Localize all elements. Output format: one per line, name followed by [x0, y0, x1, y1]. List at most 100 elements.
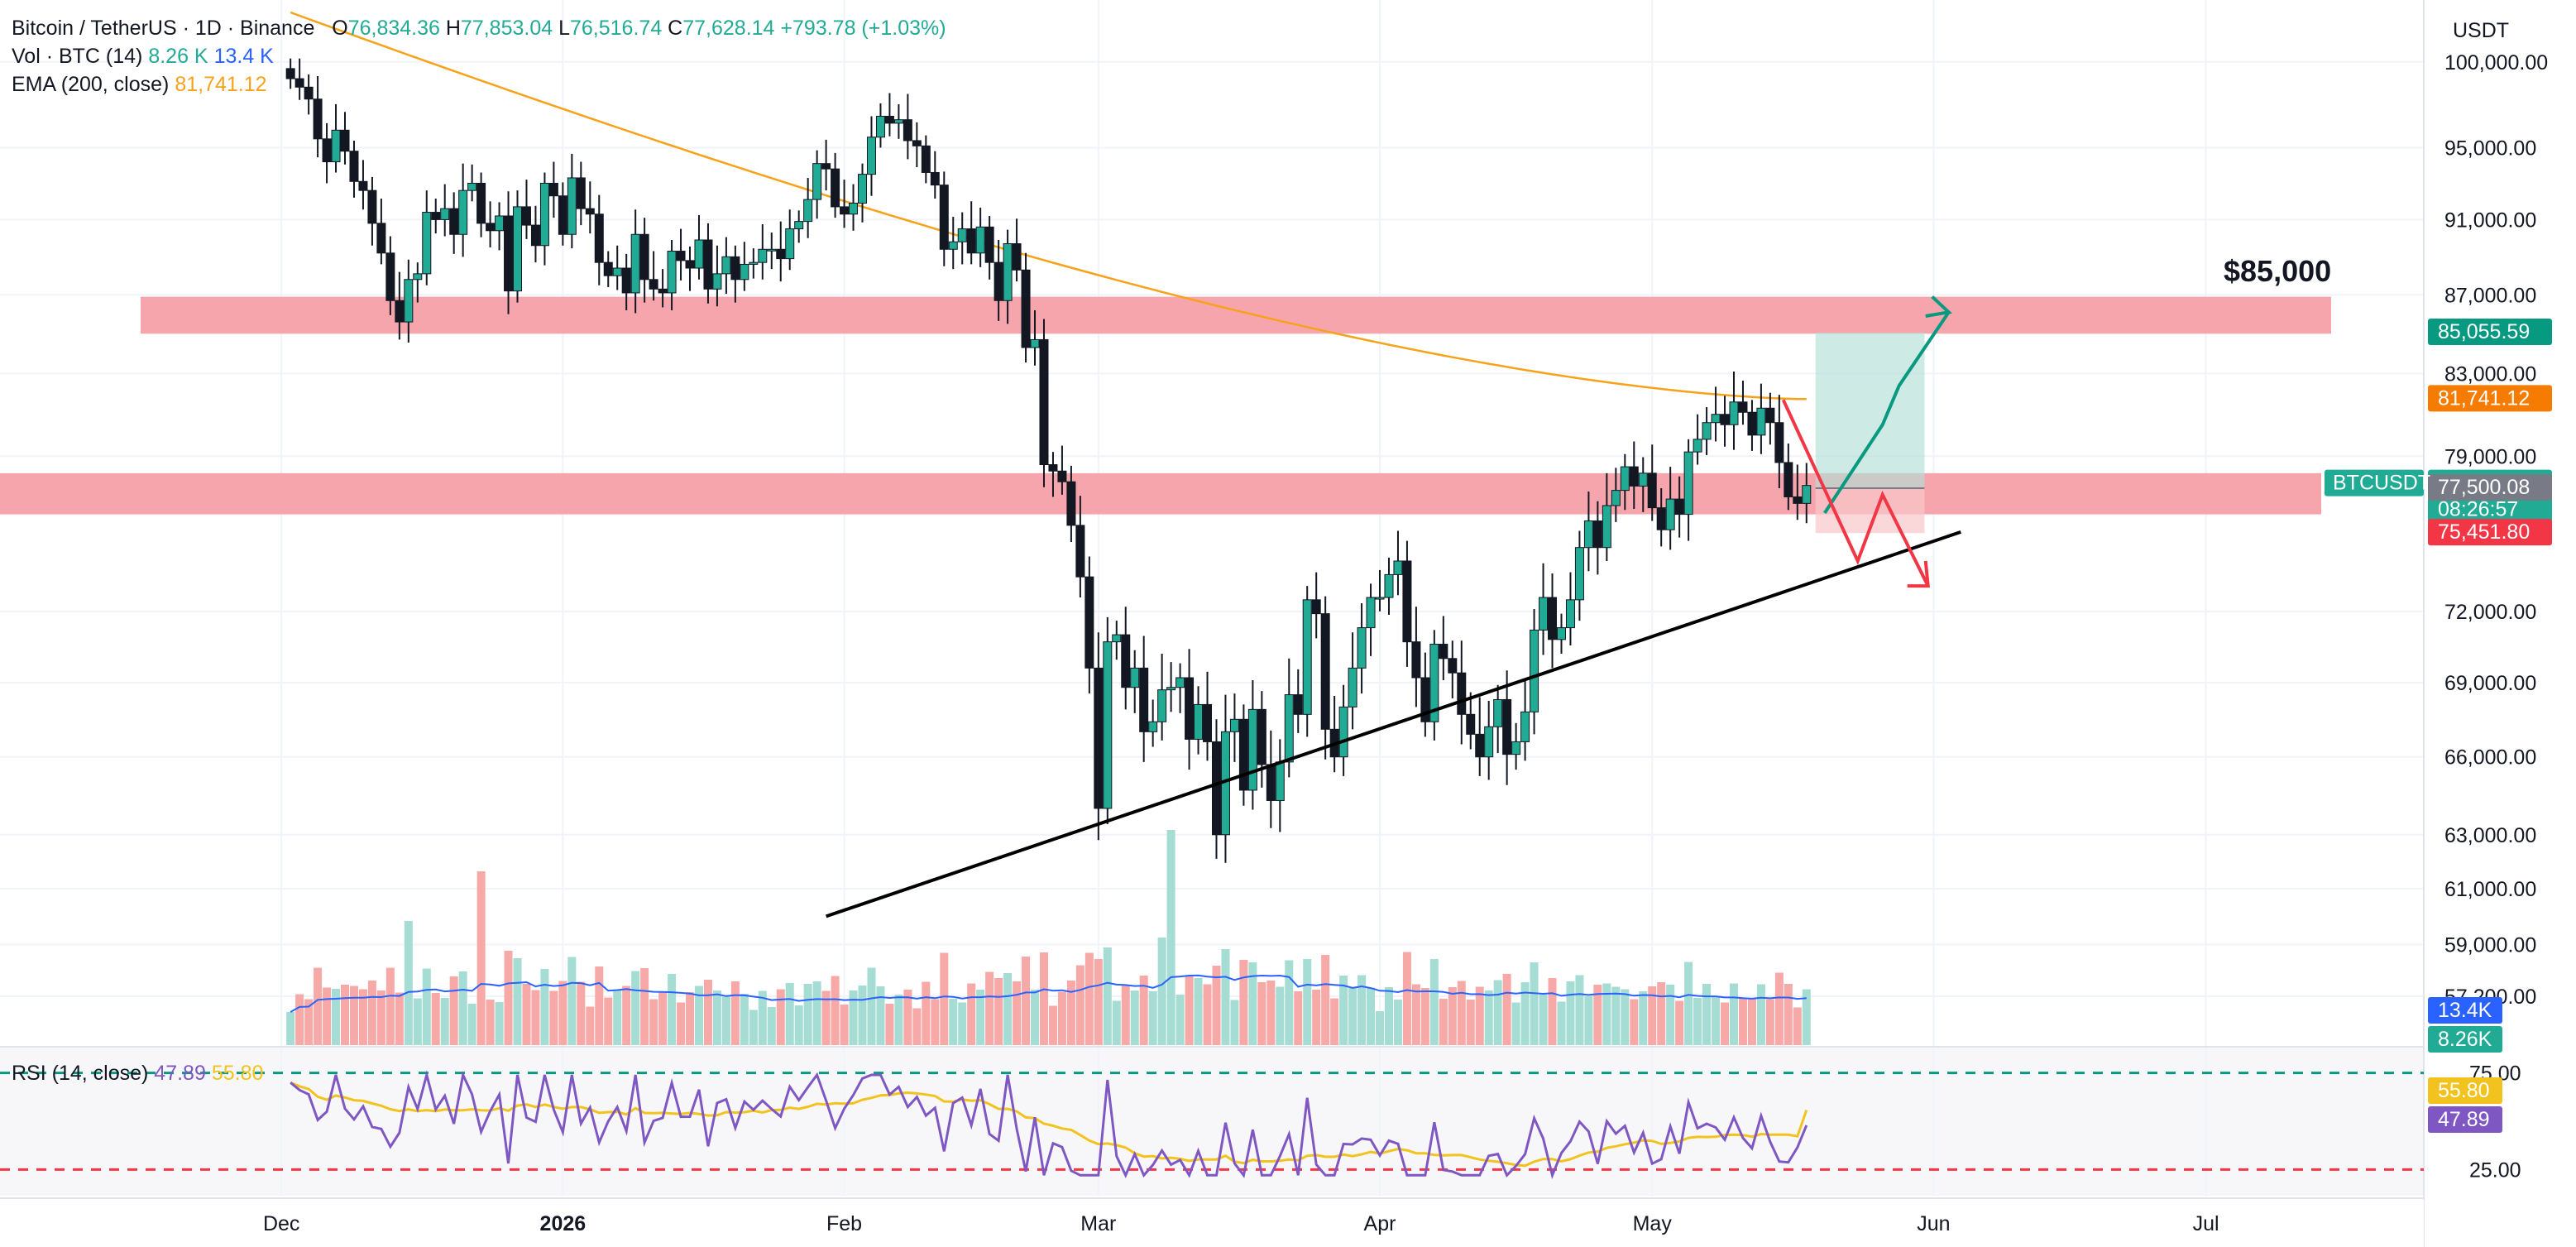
volume-bar	[1684, 962, 1693, 1045]
candle-body	[1238, 718, 1248, 791]
volume-bar	[1203, 984, 1212, 1045]
time-tick-label: Jun	[1917, 1212, 1950, 1235]
candle-body	[431, 212, 441, 220]
rsi-ma-line	[290, 1081, 1808, 1168]
volume-bar	[349, 986, 358, 1045]
candle	[649, 251, 658, 301]
candle-body	[1693, 439, 1702, 453]
candle-body	[558, 195, 567, 235]
candle-body	[1611, 490, 1621, 506]
ema-price-tag-text: 81,741.12	[2438, 386, 2530, 410]
candle-body	[803, 199, 813, 223]
candle	[1157, 654, 1167, 741]
symbol-name[interactable]: Bitcoin / TetherUS · 1D · Binance	[12, 17, 315, 40]
volume-bar	[341, 985, 350, 1045]
candle-body	[1592, 520, 1602, 549]
candle	[458, 163, 468, 257]
volume-bar	[495, 1002, 504, 1045]
price-tick-label: 63,000.00	[2444, 824, 2536, 847]
candle	[740, 242, 749, 291]
change-value: +793.78 (+1.03%)	[780, 17, 946, 40]
candle-body	[840, 206, 850, 215]
volume-bar	[1393, 1000, 1402, 1045]
candle	[1284, 658, 1294, 778]
candle	[1329, 696, 1339, 773]
volume-bar	[1457, 981, 1466, 1045]
volume-bar	[1729, 983, 1738, 1045]
volume-bar	[1448, 987, 1457, 1045]
volume-tag	[2428, 997, 2502, 1024]
volume-bar	[658, 991, 668, 1045]
volume-bar	[404, 921, 413, 1045]
candle	[1693, 414, 1702, 465]
volume-bar	[449, 976, 458, 1045]
candle	[1075, 496, 1085, 598]
volume-bar	[640, 968, 649, 1045]
candle	[1493, 684, 1503, 754]
vol-legend[interactable]: Vol · BTC (14) 8.26 K 13.4 K	[12, 42, 274, 70]
candle-body	[758, 248, 768, 263]
volume-bar	[367, 981, 376, 1045]
candle	[1338, 684, 1348, 776]
candle	[1457, 640, 1467, 745]
candle-body	[1411, 641, 1421, 679]
candle	[903, 94, 912, 160]
candle-body	[912, 140, 922, 146]
volume-bar	[794, 1005, 803, 1045]
volume-bar	[821, 990, 831, 1045]
candle-body	[1302, 599, 1312, 715]
candle	[1066, 465, 1076, 542]
candle-body	[376, 223, 386, 254]
candle	[994, 239, 1003, 321]
candle-body	[1348, 667, 1357, 707]
candle-body	[740, 263, 749, 281]
candle-body	[1793, 496, 1803, 504]
candle-body	[385, 252, 395, 301]
candle	[603, 251, 613, 288]
volume-bar	[1712, 996, 1721, 1045]
candle	[1148, 699, 1158, 747]
ema-legend[interactable]: EMA (200, close) 81,741.12	[12, 70, 267, 98]
rsi-legend[interactable]: RSI (14, close) 47.89 55.80	[12, 1059, 263, 1087]
candle-body	[703, 239, 713, 290]
candle-body	[603, 261, 613, 276]
candle-body	[1085, 576, 1094, 669]
candle-body	[767, 248, 777, 252]
volume-bar	[1557, 1001, 1566, 1045]
candle	[1602, 472, 1611, 561]
candle	[858, 163, 868, 223]
candle	[313, 76, 323, 158]
candle-body	[331, 129, 341, 163]
volume-bar	[1312, 990, 1321, 1045]
candle	[1357, 603, 1367, 694]
volume-bar	[1039, 952, 1048, 1045]
candle-body	[1284, 694, 1294, 763]
candle	[1375, 569, 1385, 612]
volume-bar	[1230, 1000, 1239, 1045]
candle-body	[404, 279, 414, 323]
candle	[349, 140, 359, 198]
volume-bar	[413, 998, 422, 1045]
volume-bar	[903, 990, 912, 1045]
candle	[658, 269, 668, 308]
volume-bar	[422, 968, 431, 1045]
candle-body	[1656, 507, 1666, 530]
candle	[1738, 380, 1748, 425]
candle-body	[1185, 677, 1195, 740]
candle-body	[1402, 560, 1412, 643]
candle	[585, 181, 595, 234]
rsi-tag-text: 55.80	[2438, 1079, 2490, 1102]
candle-body	[1629, 466, 1639, 487]
price-tick-label: 100,000.00	[2444, 51, 2548, 74]
candle	[1393, 530, 1403, 596]
candle	[376, 199, 386, 265]
candle	[1211, 719, 1221, 859]
candle-body	[1439, 644, 1448, 659]
volume-bar	[1774, 972, 1784, 1045]
volume-bar	[1784, 984, 1793, 1045]
candle-body	[322, 138, 332, 163]
candle	[1275, 739, 1285, 832]
volume-bar	[1666, 985, 1675, 1045]
candle-body	[567, 177, 577, 235]
